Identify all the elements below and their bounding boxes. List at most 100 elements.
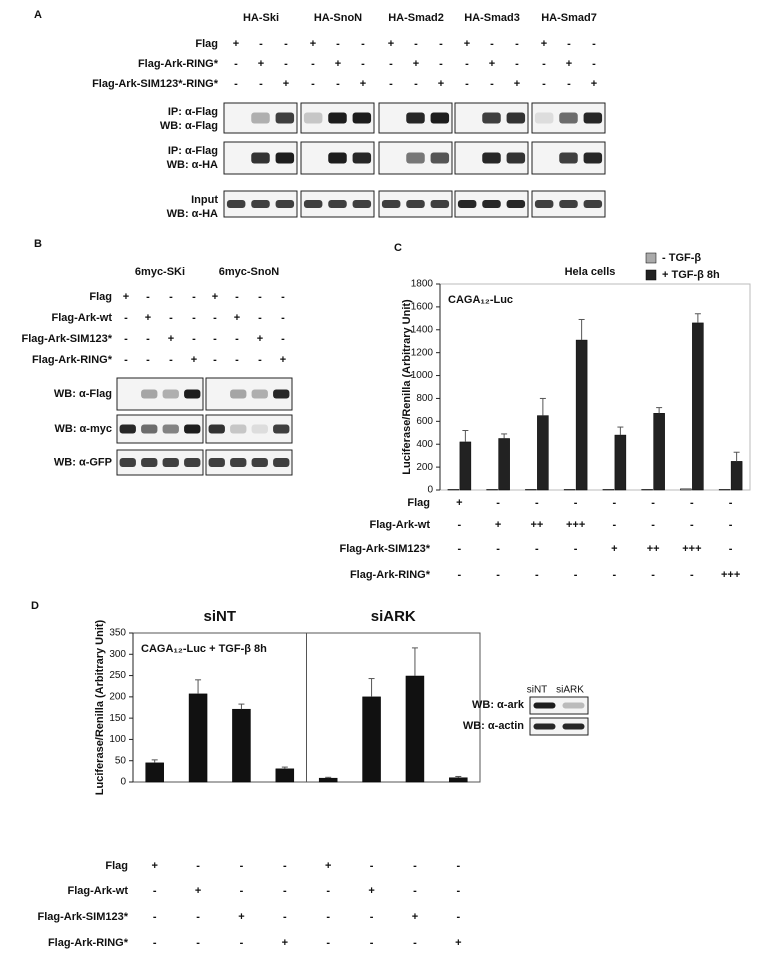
- lane-mark: -: [192, 291, 196, 303]
- bar: [362, 696, 381, 783]
- condition-mark: -: [690, 569, 694, 581]
- lane-mark: -: [284, 58, 288, 70]
- lane-mark: -: [258, 291, 262, 303]
- lane-mark: -: [311, 78, 315, 90]
- column-header: HA-Smad7: [541, 12, 597, 24]
- lane-mark: -: [284, 38, 288, 50]
- blot-band: [352, 200, 372, 208]
- condition-mark: -: [326, 911, 330, 923]
- blot-band: [303, 200, 323, 208]
- bar: [641, 489, 653, 491]
- lane-mark: -: [235, 333, 239, 345]
- blot-band: [162, 458, 179, 467]
- lane-mark: +: [145, 312, 151, 324]
- lane-mark: +: [283, 78, 289, 90]
- row-label: Flag: [195, 38, 218, 50]
- lane-mark: +: [280, 354, 286, 366]
- lane-mark: +: [168, 333, 174, 345]
- lane-mark: -: [192, 333, 196, 345]
- blot-band: [273, 389, 290, 399]
- blot-label: WB: α-Flag: [160, 120, 218, 132]
- group-label: siARK: [371, 608, 416, 625]
- lane-mark: -: [234, 78, 238, 90]
- bar: [653, 413, 665, 491]
- lane-mark: -: [336, 78, 340, 90]
- blot-band: [119, 458, 136, 467]
- blot-band: [482, 112, 501, 124]
- blot-band: [352, 152, 372, 164]
- blot-band: [559, 152, 578, 164]
- lane-mark: +: [541, 38, 547, 50]
- condition-mark: ++: [530, 519, 543, 531]
- blot-band: [328, 112, 347, 124]
- row-label: Flag-Ark-SIM123*: [22, 333, 113, 345]
- bar: [537, 415, 549, 491]
- lane-mark: +: [233, 38, 239, 50]
- y-axis-label: Luciferase/Renilla (Arbitrary Unit): [401, 299, 413, 475]
- condition-mark: +: [195, 885, 201, 897]
- lane-mark: -: [146, 333, 150, 345]
- lane-mark: -: [515, 58, 519, 70]
- blot-band: [162, 424, 179, 434]
- condition-label: Flag-Ark-SIM123*: [340, 543, 431, 555]
- blot-label: WB: α-HA: [167, 208, 218, 220]
- condition-mark: -: [496, 543, 500, 555]
- lane-mark: -: [542, 58, 546, 70]
- lane-mark: +: [123, 291, 129, 303]
- bar: [730, 461, 743, 491]
- blot-band: [562, 702, 585, 709]
- column-header: 6myc-SKi: [135, 266, 185, 278]
- condition-mark: -: [370, 937, 374, 949]
- condition-mark: +: [282, 937, 288, 949]
- panel-letter: C: [394, 242, 402, 254]
- condition-mark: -: [458, 569, 462, 581]
- blot-band: [141, 458, 158, 467]
- condition-mark: -: [456, 860, 460, 872]
- blot-band: [184, 424, 201, 434]
- bar: [459, 441, 472, 491]
- bar: [525, 489, 537, 491]
- lane-mark: -: [389, 58, 393, 70]
- condition-mark: -: [196, 937, 200, 949]
- panel-letter: B: [34, 238, 42, 250]
- panel-letter: A: [34, 9, 42, 21]
- blot-frame: [529, 717, 589, 736]
- condition-mark: -: [651, 497, 655, 509]
- y-tick-label: 250: [109, 670, 126, 681]
- chart-title: Hela cells: [565, 266, 616, 278]
- row-label: Flag: [89, 291, 112, 303]
- panel-letter: D: [31, 600, 39, 612]
- blot-band: [562, 723, 585, 730]
- lane-mark: -: [567, 38, 571, 50]
- blot-band: [406, 112, 425, 124]
- blot-band: [251, 389, 268, 399]
- lane-mark: -: [258, 312, 262, 324]
- inset-lane-label: siARK: [556, 685, 584, 696]
- lane-mark: +: [212, 291, 218, 303]
- condition-mark: +: [151, 860, 157, 872]
- condition-mark: +++: [566, 519, 585, 531]
- lane-mark: +: [191, 354, 197, 366]
- lane-mark: -: [213, 333, 217, 345]
- blot-band: [381, 200, 401, 208]
- blot-band: [184, 458, 201, 467]
- blot-label: WB: α-actin: [463, 720, 524, 732]
- bar: [614, 434, 627, 491]
- lane-mark: -: [414, 78, 418, 90]
- lane-mark: -: [235, 354, 239, 366]
- condition-mark: -: [729, 543, 733, 555]
- blot-label: IP: α-Flag: [168, 145, 218, 157]
- lane-mark: -: [592, 58, 596, 70]
- condition-mark: -: [458, 543, 462, 555]
- y-tick-label: 0: [120, 777, 126, 788]
- blot-band: [273, 458, 290, 467]
- lane-mark: -: [515, 38, 519, 50]
- blot-band: [430, 200, 450, 208]
- condition-label: Flag-Ark-RING*: [350, 569, 431, 581]
- blot-label: WB: α-myc: [55, 423, 113, 435]
- legend-label: - TGF-β: [662, 252, 701, 264]
- annotation: CAGA₁₂-Luc: [448, 294, 513, 306]
- lane-mark: -: [465, 78, 469, 90]
- column-header: HA-Smad2: [388, 12, 444, 24]
- lane-mark: -: [281, 291, 285, 303]
